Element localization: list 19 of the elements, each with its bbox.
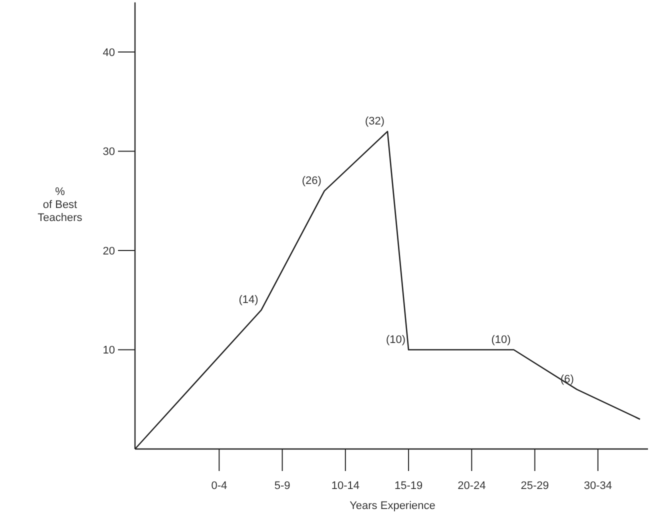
x-tick-label: 10-14	[331, 480, 360, 492]
x-tick-label: 5-9	[274, 480, 290, 492]
data-label: (10)	[386, 334, 406, 346]
x-tick-label: 20-24	[458, 480, 486, 492]
x-axis-title: Years Experience	[350, 500, 436, 512]
data-label: (14)	[238, 294, 258, 306]
y-tick-label: 20	[102, 245, 115, 258]
x-tick-label: 0-4	[211, 480, 228, 492]
x-tick-label: 25-29	[520, 480, 549, 492]
x-tick-label: 15-19	[394, 480, 423, 492]
y-axis-title: % of Best Teachers	[38, 186, 83, 224]
x-tick-label: 30-34	[584, 480, 612, 492]
y-tick-label: 30	[102, 146, 115, 158]
data-label: (26)	[302, 174, 322, 187]
y-tick-label: 40	[102, 46, 115, 59]
y-tick-label: 10	[102, 344, 115, 357]
data-label: (6)	[560, 373, 574, 386]
data-label: (10)	[491, 334, 511, 346]
data-label: (32)	[364, 115, 384, 128]
